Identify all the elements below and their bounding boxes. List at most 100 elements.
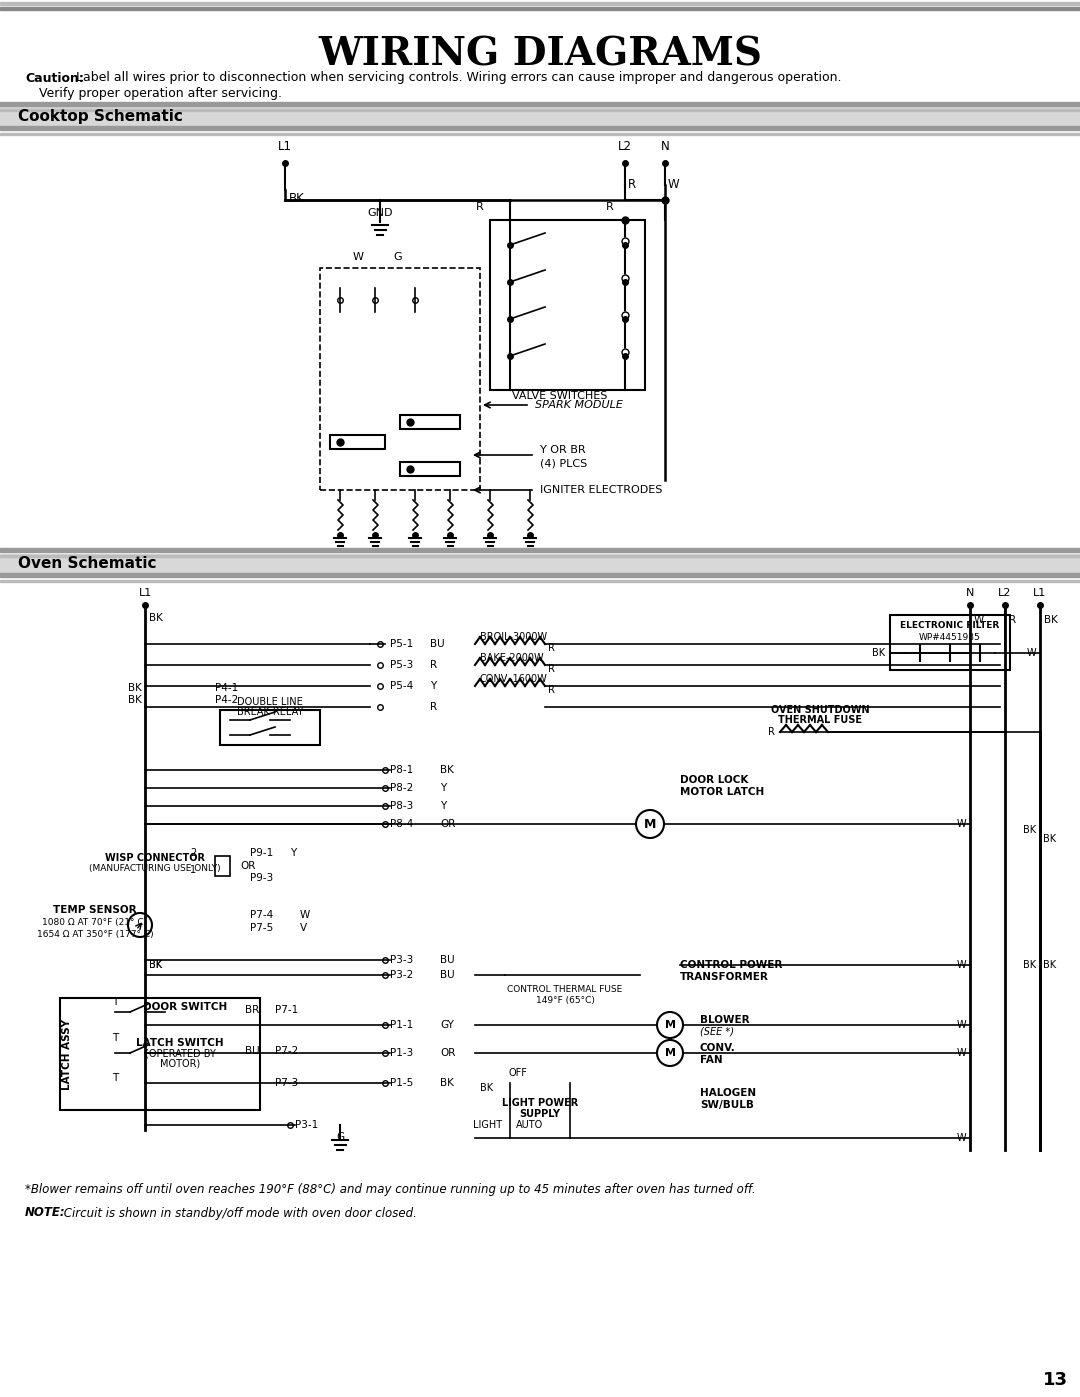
Text: L2: L2 [998, 588, 1012, 598]
Bar [0, 548, 1080, 552]
Text: OR: OR [440, 1048, 456, 1058]
Text: L2: L2 [618, 140, 632, 154]
Text: BK: BK [149, 960, 162, 970]
Text: G: G [394, 251, 403, 263]
Text: DOUBLE LINE: DOUBLE LINE [238, 697, 302, 707]
Text: Circuit is shown in standby/off mode with oven door closed.: Circuit is shown in standby/off mode wit… [60, 1207, 417, 1220]
Text: N: N [661, 140, 670, 154]
Text: LATCH ASSY: LATCH ASSY [62, 1018, 72, 1090]
Circle shape [129, 914, 152, 937]
Text: T: T [112, 1032, 118, 1044]
Text: P8-1: P8-1 [390, 766, 414, 775]
Text: 1080 Ω AT 70°F (21° C): 1080 Ω AT 70°F (21° C) [42, 918, 148, 928]
Text: BK: BK [1023, 960, 1036, 970]
Text: LIGHT POWER: LIGHT POWER [502, 1098, 578, 1108]
Text: L1: L1 [1034, 588, 1047, 598]
Text: R: R [430, 703, 437, 712]
Text: W: W [352, 251, 364, 263]
Text: GY: GY [440, 1020, 454, 1030]
Text: L1: L1 [138, 588, 151, 598]
Text: Verify proper operation after servicing.: Verify proper operation after servicing. [35, 87, 282, 99]
Text: P5-4: P5-4 [390, 680, 414, 692]
Bar [0, 573, 1080, 577]
Text: T: T [112, 997, 118, 1007]
Text: CONTROL POWER: CONTROL POWER [680, 960, 782, 970]
Text: SW/BULB: SW/BULB [700, 1099, 754, 1111]
Text: OR: OR [240, 861, 255, 870]
Text: OVEN SHUTDOWN: OVEN SHUTDOWN [771, 705, 869, 715]
Text: BK: BK [440, 766, 454, 775]
Circle shape [657, 1011, 683, 1038]
Text: BK: BK [289, 191, 305, 204]
Bar [490, 219, 645, 390]
Text: P3-1: P3-1 [295, 1120, 319, 1130]
Text: M: M [664, 1048, 675, 1058]
Bar [0, 109, 1080, 110]
Text: R: R [627, 179, 636, 191]
Bar [0, 7, 1080, 10]
Text: LIGHT: LIGHT [473, 1120, 502, 1130]
Text: T: T [112, 1073, 118, 1083]
Text: WIRING DIAGRAMS: WIRING DIAGRAMS [318, 36, 762, 74]
Text: W: W [1026, 648, 1036, 658]
Text: GND: GND [367, 208, 393, 218]
Text: N: N [966, 588, 974, 598]
Text: VALVE SWITCHES: VALVE SWITCHES [512, 391, 608, 401]
Text: OR: OR [440, 819, 456, 828]
Text: R: R [476, 203, 484, 212]
Text: P4-1: P4-1 [215, 683, 239, 693]
Text: BLOWER: BLOWER [700, 1016, 750, 1025]
Text: BR: BR [245, 1004, 259, 1016]
Text: P1-1: P1-1 [390, 1020, 414, 1030]
Bar [0, 555, 1080, 571]
Text: R: R [430, 659, 437, 671]
Text: 13: 13 [1042, 1370, 1067, 1389]
Text: P7-1: P7-1 [275, 1004, 298, 1016]
Text: BK: BK [440, 1078, 454, 1088]
Text: DOOR LOCK: DOOR LOCK [680, 775, 748, 785]
Text: P8-2: P8-2 [390, 782, 414, 793]
Text: BK: BK [872, 648, 885, 658]
Text: WP#4451985: WP#4451985 [919, 633, 981, 641]
Text: Cooktop Schematic: Cooktop Schematic [18, 109, 183, 123]
Text: WISP CONNECTOR: WISP CONNECTOR [105, 854, 205, 863]
Text: HALOGEN: HALOGEN [700, 1088, 756, 1098]
Bar [0, 108, 1080, 124]
Text: P4-2: P4-2 [215, 694, 239, 705]
Text: DOOR SWITCH: DOOR SWITCH [143, 1002, 227, 1011]
Bar [890, 615, 1010, 671]
Text: Y: Y [291, 848, 296, 858]
Text: BU: BU [440, 970, 455, 981]
Text: Caution:: Caution: [25, 71, 84, 84]
Text: P7-3: P7-3 [275, 1078, 298, 1088]
Text: BK: BK [129, 694, 141, 705]
Text: LATCH SWITCH: LATCH SWITCH [136, 1038, 224, 1048]
Text: W: W [957, 1133, 966, 1143]
Text: Y: Y [440, 800, 446, 812]
Text: FAN: FAN [700, 1055, 723, 1065]
Text: V: V [300, 923, 307, 933]
Text: 2: 2 [190, 848, 197, 858]
Text: Y OR BR: Y OR BR [540, 446, 585, 455]
Text: TEMP SENSOR: TEMP SENSOR [53, 905, 137, 915]
Text: W: W [957, 1020, 966, 1030]
Bar [0, 555, 1080, 557]
Text: CONV.-1600W: CONV.-1600W [480, 673, 548, 685]
Text: CONV.: CONV. [700, 1044, 735, 1053]
Text: P1-5: P1-5 [390, 1078, 414, 1088]
Text: *Blower remains off until oven reaches 190°F (88°C) and may continue running up : *Blower remains off until oven reaches 1… [25, 1183, 756, 1196]
Bar [0, 1, 1080, 6]
Text: 1654 Ω AT 350°F (177° C): 1654 Ω AT 350°F (177° C) [37, 930, 153, 940]
Text: M: M [644, 817, 657, 830]
Text: W: W [974, 615, 984, 624]
Text: AUTO: AUTO [516, 1120, 543, 1130]
Text: BK: BK [1043, 960, 1056, 970]
Text: Label all wires prior to disconnection when servicing controls. Wiring errors ca: Label all wires prior to disconnection w… [72, 71, 841, 84]
Text: P8-3: P8-3 [390, 800, 414, 812]
Text: W: W [957, 1048, 966, 1058]
Text: W: W [957, 819, 966, 828]
Text: IGNITER ELECTRODES: IGNITER ELECTRODES [540, 485, 662, 495]
Text: L1: L1 [278, 140, 292, 154]
Text: TRANSFORMER: TRANSFORMER [680, 972, 769, 982]
Text: BU: BU [430, 638, 445, 650]
